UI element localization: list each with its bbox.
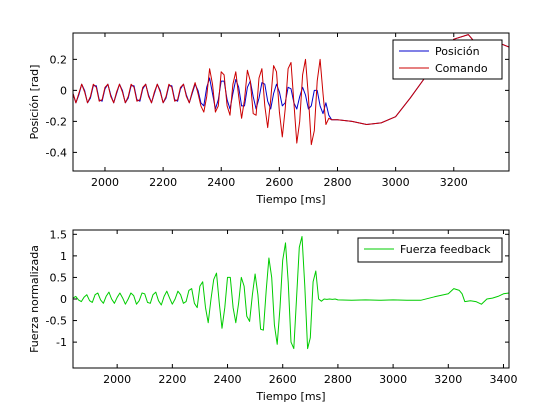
- legend: Posición Comando: [392, 39, 503, 80]
- position-chart: 2000 2200 2400 2600 2800 3000 3200 0.2 0 -0.2 -0.4…: [28, 32, 510, 206]
- axes-frame: [72, 32, 510, 172]
- x-tick-label: 2800: [324, 373, 352, 386]
- x-tick-label: 2600: [269, 373, 297, 386]
- x-tick-label: 2400: [207, 176, 235, 189]
- series-line-1: [73, 34, 509, 146]
- legend-box: [392, 39, 503, 80]
- y-tick-label: 1.5: [50, 228, 68, 241]
- legend-label: Comando: [435, 62, 488, 75]
- x-tick-label: 3200: [440, 176, 468, 189]
- legend-label: Posición: [435, 45, 480, 58]
- x-tick-label: 2600: [265, 176, 293, 189]
- x-tick-label: 2000: [103, 373, 131, 386]
- legend-label: Fuerza feedback: [400, 243, 491, 256]
- y-tick-label: 0.2: [50, 53, 68, 66]
- y-tick-label: -0.2: [46, 115, 67, 128]
- y-tick-label: 0.5: [50, 271, 68, 284]
- y-tick-label: -0.5: [46, 315, 67, 328]
- y-axis-label: Fuerza normalizada: [28, 245, 41, 353]
- series-line-0: [73, 236, 509, 350]
- y-axis-label: Posición [rad]: [28, 65, 41, 140]
- x-tick-label: 3000: [379, 373, 407, 386]
- y-tick-label: -1: [56, 336, 67, 349]
- x-tick-label: 3000: [382, 176, 410, 189]
- legend: Fuerza feedback: [357, 237, 503, 263]
- x-axis-label: Tiempo [ms]: [255, 390, 325, 403]
- y-tick-label: -0.4: [46, 146, 67, 159]
- force-chart: 2000 2200 2400 2600 2800 3000 3200 3400 1.5 1 0.5 0…: [28, 228, 517, 403]
- x-tick-label: 2200: [158, 373, 186, 386]
- x-tick-label: 3400: [489, 373, 517, 386]
- x-tick-label: 3200: [434, 373, 462, 386]
- y-tick-label: 1: [60, 250, 67, 263]
- legend-box: [357, 237, 503, 263]
- x-tick-label: 2200: [149, 176, 177, 189]
- y-tick-label: 0: [60, 84, 67, 97]
- x-tick-label: 2000: [91, 176, 119, 189]
- y-tick-label: 0: [60, 293, 67, 306]
- x-tick-label: 2400: [214, 373, 242, 386]
- x-tick-label: 2800: [324, 176, 352, 189]
- x-axis-label: Tiempo [ms]: [255, 193, 325, 206]
